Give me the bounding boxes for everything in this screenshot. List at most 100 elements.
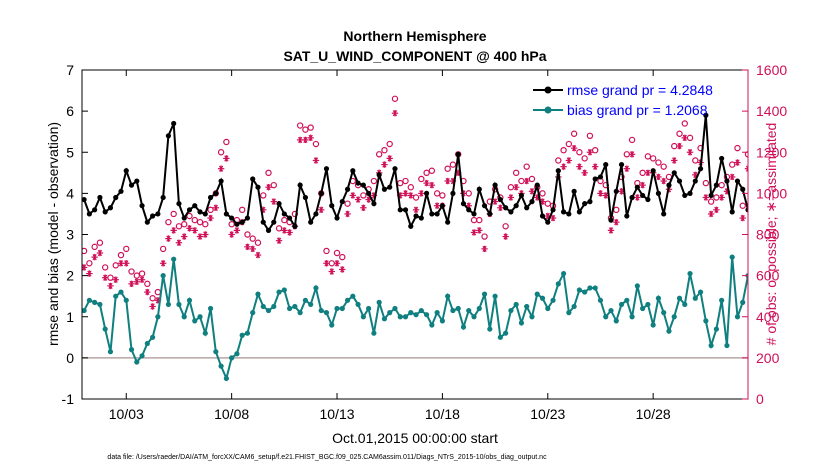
rmse-point — [318, 190, 324, 196]
bias-point — [265, 307, 272, 314]
rmse-point — [429, 211, 435, 217]
obs-assimilated-point — [628, 151, 636, 158]
obs-possible-point — [586, 132, 594, 139]
obs-assimilated-point — [539, 198, 546, 205]
rmse-point — [476, 186, 482, 192]
obs-assimilated-point — [602, 192, 609, 199]
rmse-point — [86, 211, 92, 217]
y-tick-label-right: 1400 — [756, 103, 787, 119]
bias-point — [250, 310, 256, 316]
rmse-point — [592, 176, 598, 182]
obs-possible-point — [165, 218, 172, 226]
obs-possible-point — [555, 157, 562, 164]
rmse-point — [229, 215, 235, 221]
obs-possible-point — [502, 223, 509, 230]
bias-point — [197, 314, 203, 320]
obs-assimilated-point — [344, 210, 351, 218]
bias-point — [466, 307, 472, 314]
obs-possible-point — [423, 169, 430, 177]
bias-point — [503, 330, 509, 336]
obs-possible-point — [512, 169, 520, 177]
rmse-point — [155, 211, 161, 217]
bias-point — [218, 363, 224, 369]
bias-point — [487, 326, 493, 332]
obs-possible-point — [570, 130, 578, 137]
rmse-point — [445, 219, 451, 225]
rmse-point — [308, 219, 314, 225]
bias-point — [439, 318, 445, 324]
obs-assimilated-point — [281, 227, 288, 234]
obs-possible-point — [481, 233, 488, 240]
obs-possible-point — [476, 216, 483, 224]
obs-assimilated-point — [565, 157, 573, 164]
bias-point — [313, 285, 319, 291]
obs-assimilated-point — [191, 227, 198, 234]
bias-point — [92, 299, 98, 305]
bias-point — [661, 310, 667, 316]
obs-possible-point — [428, 167, 436, 174]
bias-point — [381, 316, 388, 322]
obs-assimilated-point — [581, 169, 588, 177]
rmse-point — [503, 205, 509, 211]
rmse-point — [423, 190, 430, 196]
obs-assimilated-point — [418, 190, 425, 197]
obs-possible-point — [138, 270, 146, 277]
obs-possible-point — [728, 161, 736, 168]
rmse-point — [276, 201, 282, 207]
obs-assimilated-point — [270, 198, 277, 205]
rmse-point — [413, 213, 419, 219]
x-axis-label: Oct.01,2015 00:00:00 start — [332, 430, 498, 446]
bias-point — [344, 297, 351, 303]
y-tick-label-left: 5 — [66, 144, 74, 160]
bias-point — [155, 314, 161, 320]
obs-possible-point — [159, 245, 167, 253]
bias-point — [592, 285, 598, 291]
obs-possible-point — [244, 231, 251, 238]
y-tick-label-left: 2 — [66, 268, 74, 284]
obs-possible-point — [739, 202, 746, 209]
obs-possible-point — [402, 177, 409, 185]
rmse-point — [313, 211, 319, 217]
rmse-point — [539, 213, 546, 219]
rmse-point — [466, 207, 472, 213]
obs-assimilated-point — [713, 206, 720, 214]
rmse-point — [128, 182, 135, 188]
obs-assimilated-point — [312, 157, 320, 164]
obs-possible-point — [718, 181, 725, 189]
bias-point — [234, 351, 240, 357]
y-tick-label-right: 200 — [756, 350, 780, 366]
rmse-point — [740, 186, 746, 192]
bias-point — [334, 305, 340, 312]
obs-possible-point — [649, 155, 657, 162]
y-tick-label-right: 1000 — [756, 185, 787, 201]
bias-point — [229, 355, 235, 361]
obs-assimilated-point — [497, 204, 504, 211]
obs-assimilated-point — [402, 190, 409, 197]
rmse-point — [724, 178, 730, 184]
obs-assimilated-point — [586, 149, 594, 156]
obs-possible-point — [375, 151, 383, 158]
bias-point — [239, 332, 245, 338]
obs-assimilated-point — [428, 181, 436, 189]
obs-possible-point — [133, 272, 140, 279]
obs-assimilated-point — [82, 264, 88, 271]
obs-assimilated-point — [523, 177, 530, 185]
rmse-point — [150, 213, 156, 219]
obs-possible-point — [323, 247, 330, 255]
obs-possible-point — [628, 136, 636, 144]
obs-possible-point — [82, 247, 88, 255]
bias-point — [260, 303, 266, 310]
bias-point — [513, 301, 519, 308]
obs-possible-point — [644, 153, 652, 160]
bias-point — [123, 297, 129, 303]
rmse-point — [597, 174, 604, 180]
rmse-point — [687, 190, 693, 196]
obs-assimilated-point — [91, 253, 98, 261]
rmse-point — [123, 168, 129, 174]
bias-point — [413, 312, 419, 318]
rmse-point — [339, 199, 345, 205]
obs-possible-point — [217, 149, 225, 156]
rmse-point — [603, 161, 609, 168]
bias-point — [539, 295, 546, 301]
